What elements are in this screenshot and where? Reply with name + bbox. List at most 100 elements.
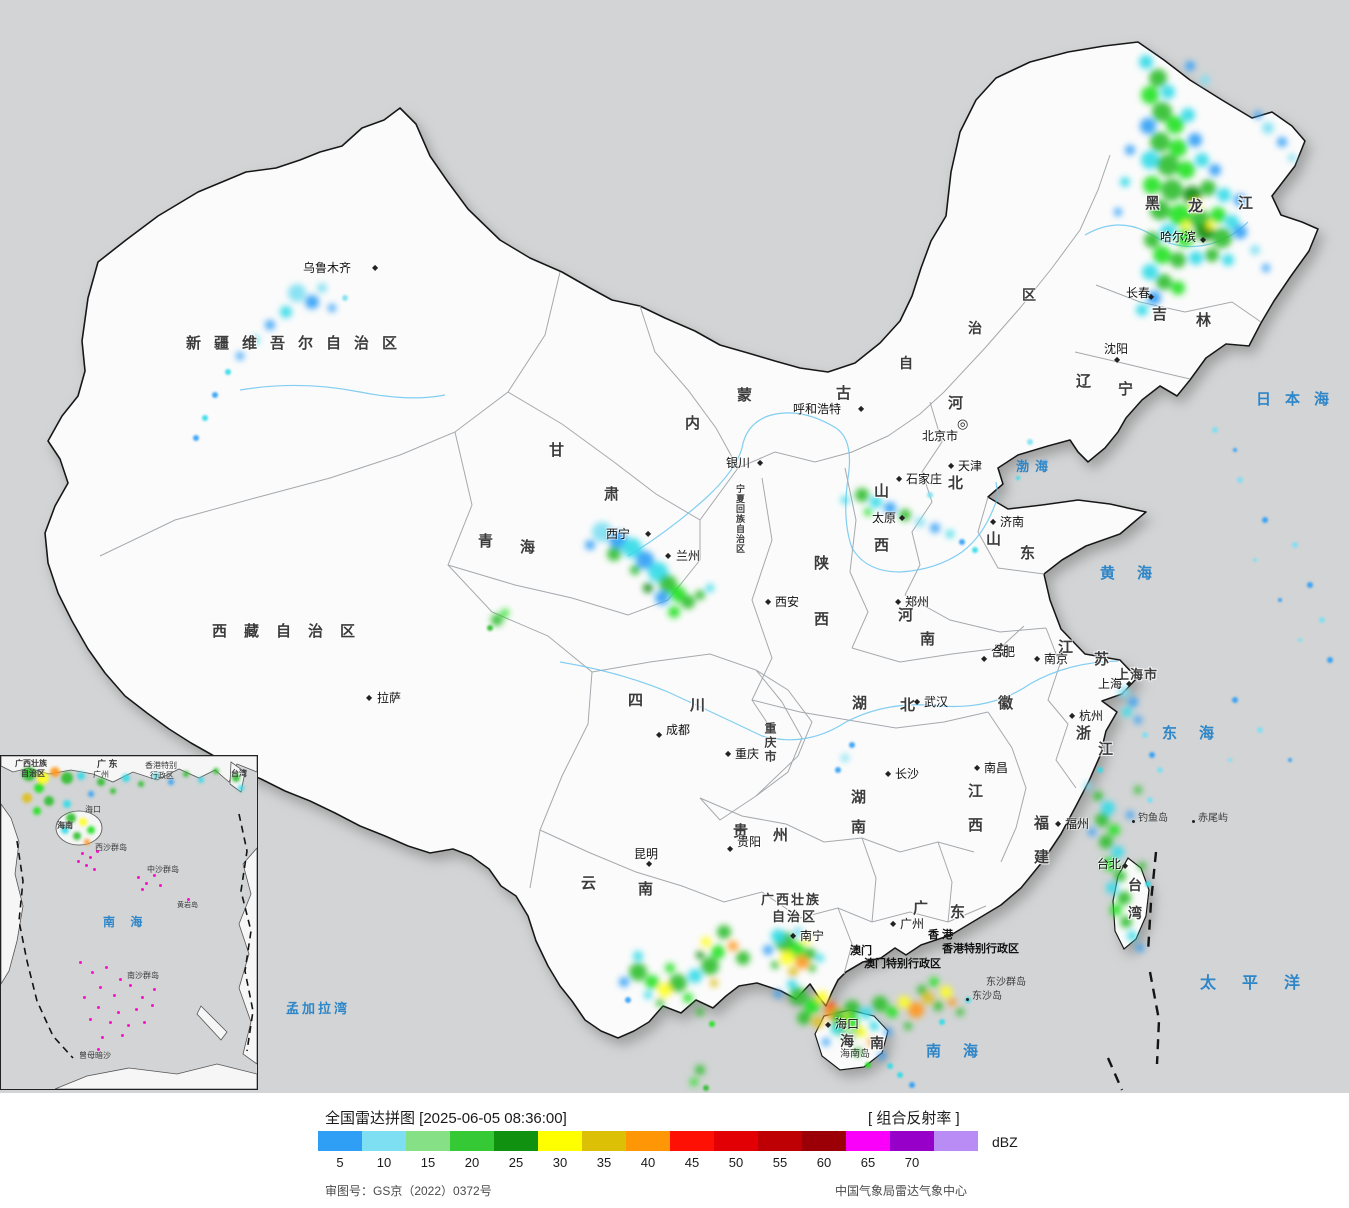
- legend-unit-label: dBZ: [992, 1134, 1018, 1150]
- radar-echo: [1233, 225, 1247, 239]
- radar-echo: [701, 957, 719, 975]
- radar-echo: [22, 767, 36, 781]
- radar-echo: [703, 1085, 709, 1091]
- radar-echo: [1114, 208, 1122, 216]
- radar-echo: [1277, 137, 1287, 147]
- legend-tick-label: 10: [376, 1155, 392, 1170]
- data-source: 中国气象局雷达气象中心: [835, 1184, 968, 1198]
- yangtze-river: [559, 660, 1119, 741]
- yellow-river: [627, 412, 999, 573]
- radar-echo: [771, 961, 779, 969]
- radar-echo: [1253, 558, 1257, 562]
- radar-echo: [804, 948, 816, 960]
- radar-echo: [1169, 204, 1191, 226]
- radar-echo: [1209, 164, 1221, 176]
- radar-echo: [1157, 154, 1179, 176]
- radar-echo: [849, 742, 855, 748]
- legend-tick-label: 60: [816, 1155, 832, 1170]
- radar-echo: [33, 807, 41, 815]
- radar-echo: [1233, 448, 1237, 452]
- radar-echo: [1149, 69, 1167, 87]
- radar-echo: [1225, 215, 1239, 229]
- radar-echo: [1177, 161, 1195, 179]
- radar-echo: [688, 969, 702, 983]
- radar-echo: [670, 586, 686, 602]
- radar-echo: [1169, 139, 1187, 157]
- radar-echo: [797, 1011, 811, 1025]
- radar-echo: [280, 306, 292, 318]
- radar-echo: [1206, 221, 1214, 229]
- radar-echo: [1142, 264, 1158, 280]
- radar-echo: [1262, 122, 1274, 134]
- radar-echo: [1171, 281, 1185, 295]
- radar-echo: [66, 813, 76, 823]
- radar-echo: [930, 523, 940, 533]
- radar-echo: [908, 1002, 924, 1018]
- radar-echo: [668, 606, 680, 618]
- radar-echo: [643, 583, 653, 593]
- radar-echo: [122, 774, 130, 782]
- radar-echo: [1141, 86, 1159, 104]
- radar-echo: [1140, 118, 1156, 134]
- radar-echo: [1118, 686, 1130, 698]
- radar-echo: [236, 352, 244, 360]
- radar-echo: [1157, 767, 1163, 773]
- legend-color-cell: [934, 1131, 978, 1151]
- legend-colorbar: [318, 1131, 978, 1151]
- radar-echo: [1156, 274, 1172, 290]
- radar-echo: [804, 998, 820, 1014]
- radar-echo: [1319, 617, 1325, 623]
- radar-echo: [1232, 697, 1238, 703]
- radar-echo: [1212, 228, 1232, 248]
- radar-echo: [709, 1021, 715, 1027]
- radar-echo: [728, 941, 738, 951]
- radar-echo: [607, 547, 621, 561]
- radar-echo: [232, 774, 240, 782]
- radar-echo: [816, 954, 824, 962]
- radar-echo: [501, 609, 509, 617]
- radar-echo: [802, 936, 810, 944]
- radar-echo: [1161, 85, 1175, 99]
- radar-echo: [946, 530, 954, 538]
- radar-echo: [1145, 881, 1151, 887]
- radar-echo: [696, 1008, 704, 1016]
- radar-echo: [1257, 727, 1263, 733]
- radar-echo: [1143, 176, 1161, 194]
- inset-philippines: [238, 847, 257, 1065]
- radar-echo: [1200, 75, 1210, 85]
- radar-echo: [305, 295, 319, 309]
- legend-tick-label: 25: [508, 1155, 524, 1170]
- radar-echo: [795, 955, 809, 969]
- radar-echo: [774, 990, 782, 998]
- legend-color-cell: [362, 1131, 406, 1151]
- radar-echo: [1149, 752, 1155, 758]
- radar-echo: [1134, 716, 1142, 724]
- radar-echo-specks: [193, 295, 1333, 1091]
- legend-color-cell: [450, 1131, 494, 1151]
- legend-color-cell: [406, 1131, 450, 1151]
- radar-echo: [1210, 207, 1226, 223]
- radar-echo: [1288, 154, 1296, 162]
- radar-echo: [1200, 180, 1216, 196]
- radar-echo: [87, 826, 95, 834]
- radar-echo: [843, 1033, 853, 1043]
- inset-landmasses: [1, 756, 257, 1089]
- radar-echo: [1150, 132, 1170, 152]
- radar-echo: [153, 773, 159, 779]
- radar-echo: [959, 539, 965, 545]
- radar-echo: [1126, 811, 1134, 819]
- map-title: 全国雷达拼图 [2025-06-05 08:36:00]: [325, 1110, 567, 1127]
- radar-echo: [328, 304, 336, 312]
- radar-echo: [1114, 870, 1126, 882]
- legend-tick-label: 50: [728, 1155, 744, 1170]
- radar-echo: [929, 977, 939, 987]
- south-china-sea-inset: 广西壮族 自治区广 东广州 香港特别 行政区 台湾 海口 海南 西沙群岛 中沙群岛 黄岩岛南 海南…: [0, 755, 258, 1090]
- radar-echo: [872, 996, 888, 1012]
- radar-echo: [822, 1038, 830, 1046]
- radar-echo: [1250, 245, 1260, 255]
- legend-tick-labels: 5 10 15 20 25 30 35 40 45 50 55 60 65 70: [318, 1155, 934, 1170]
- legend-color-cell: [582, 1131, 626, 1151]
- radar-echo: [37, 772, 49, 784]
- radar-echo: [1150, 200, 1170, 220]
